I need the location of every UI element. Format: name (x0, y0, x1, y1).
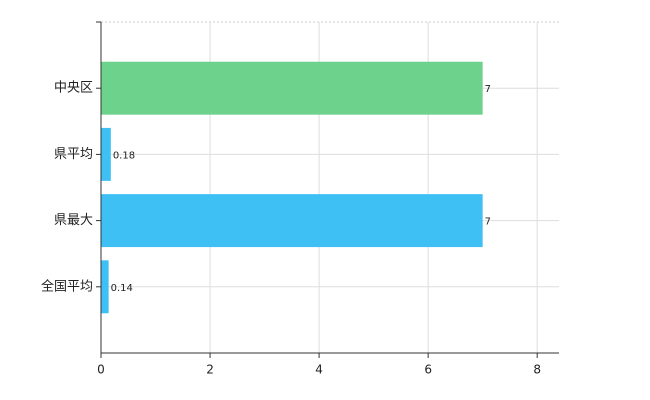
x-tick-label: 4 (315, 363, 323, 377)
y-tick-label: 県平均 (54, 147, 93, 162)
value-label: 7 (485, 84, 491, 95)
bar (101, 61, 483, 115)
x-tick-label: 2 (206, 363, 214, 377)
value-label: 0.14 (111, 283, 133, 294)
bar (101, 127, 111, 181)
bar (101, 260, 109, 314)
x-tick-label: 6 (424, 363, 432, 377)
y-tick-label: 全国平均 (41, 278, 93, 294)
value-label: 0.18 (113, 150, 135, 161)
x-tick-label: 0 (97, 363, 105, 377)
x-tick-label: 8 (533, 363, 541, 377)
y-tick-label: 中央区 (54, 81, 93, 96)
value-label: 7 (485, 217, 491, 228)
bar (101, 194, 483, 248)
y-tick-label: 県最大 (54, 213, 93, 228)
